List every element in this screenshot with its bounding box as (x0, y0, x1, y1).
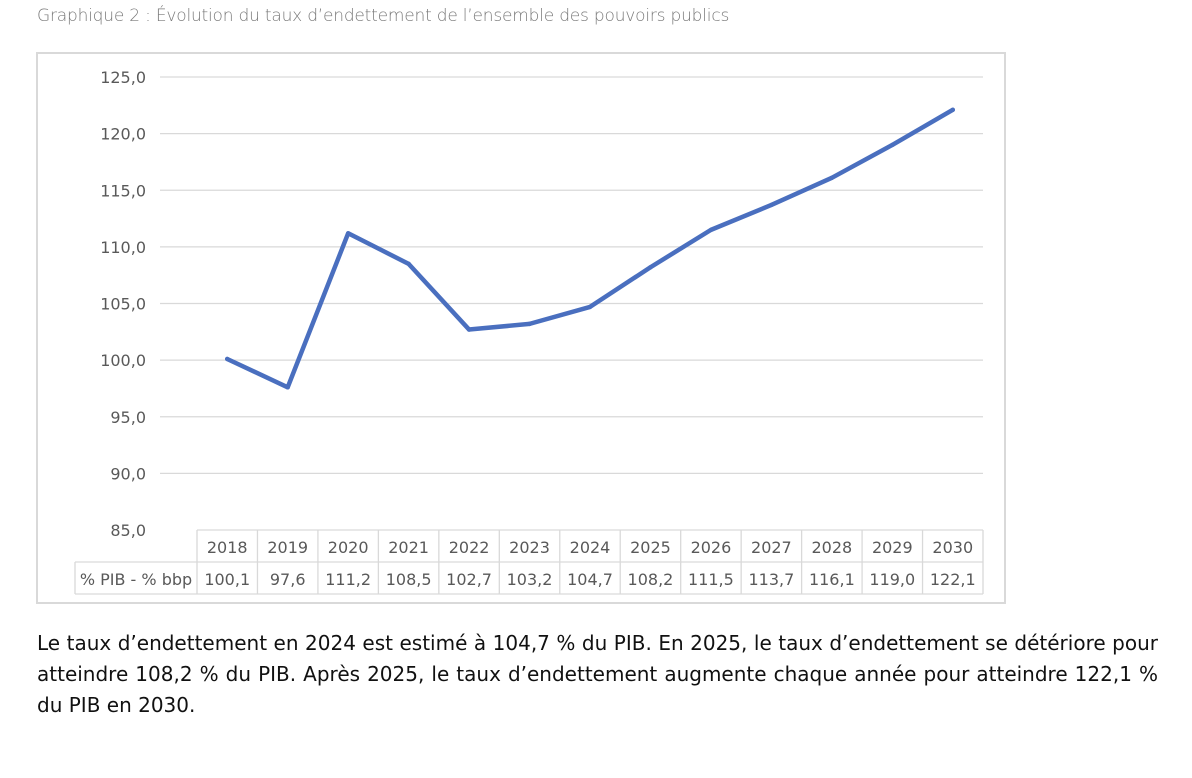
data-table-value: 119,0 (869, 570, 915, 589)
data-table-value: 100,1 (204, 570, 250, 589)
y-tick-label: 100,0 (100, 351, 146, 370)
x-category-label: 2029 (872, 538, 913, 557)
data-point (829, 175, 835, 180)
data-point (527, 321, 532, 327)
line-chart: 85,0 90,0 95,0 100,0 105,0 110,0 115,0 120,0 125… (74, 68, 984, 595)
x-category-label: 2027 (751, 538, 792, 557)
y-tick-label: 115,0 (100, 181, 146, 200)
body-paragraph: Le taux d’endettement en 2024 est estimé… (37, 631, 1158, 717)
chart-caption: Graphique 2 : Évolution du taux d’endett… (37, 6, 730, 26)
x-category-label: 2020 (328, 538, 369, 557)
y-tick-label: 120,0 (100, 125, 146, 144)
data-point (345, 231, 351, 236)
y-tick-label: 95,0 (110, 408, 146, 427)
x-category-label: 2022 (449, 538, 490, 557)
x-category-label: 2018 (207, 538, 248, 557)
y-tick-label: 85,0 (110, 521, 146, 540)
data-point (406, 261, 411, 267)
y-tick-label: 110,0 (100, 238, 146, 257)
data-table-value: 102,7 (446, 570, 492, 589)
data-point (769, 202, 774, 208)
data-table-value: 97,6 (270, 570, 306, 589)
x-category-label: 2023 (509, 538, 550, 557)
data-table-value: 111,5 (688, 570, 734, 589)
y-tick-label: 90,0 (110, 464, 146, 483)
x-category-label: 2030 (932, 538, 973, 557)
data-point (890, 142, 895, 148)
data-point (225, 356, 230, 362)
x-category-label: 2021 (388, 538, 429, 557)
data-point (466, 327, 472, 332)
data-point (587, 304, 593, 310)
x-category-label: 2019 (267, 538, 308, 557)
series-legend-label: % PIB - % bbp (80, 570, 192, 589)
y-tick-label: 125,0 (100, 68, 146, 87)
data-table-value: 103,2 (507, 570, 553, 589)
x-category-label: 2025 (630, 538, 671, 557)
series-line (224, 107, 956, 390)
data-table-value: 111,2 (325, 570, 371, 589)
data-point (708, 227, 714, 233)
chart-container: 85,0 90,0 95,0 100,0 105,0 110,0 115,0 120,0 125… (36, 52, 1006, 604)
x-category-label: 2024 (570, 538, 611, 557)
data-table-value: 116,1 (809, 570, 855, 589)
x-category-label: 2026 (691, 538, 732, 557)
data-table-value: 108,5 (386, 570, 432, 589)
data-point (285, 385, 290, 390)
data-table-value: 104,7 (567, 570, 613, 589)
y-tick-label: 105,0 (100, 295, 146, 314)
data-table-value: 113,7 (748, 570, 794, 589)
data-table-value: 122,1 (930, 570, 976, 589)
data-table-value: 108,2 (628, 570, 674, 589)
data-point (648, 265, 653, 270)
x-category-label: 2028 (811, 538, 852, 557)
data-point (950, 107, 955, 113)
